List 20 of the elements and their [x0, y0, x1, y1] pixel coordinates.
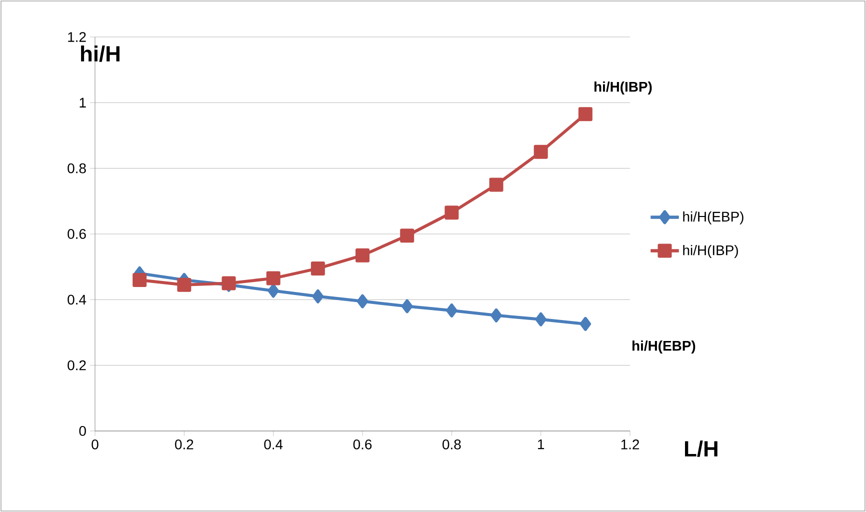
annotation: hi/H(IBP) — [594, 81, 652, 94]
legend-label: hi/H(IBP) — [683, 244, 738, 258]
y-axis-title: hi/H — [81, 45, 120, 62]
x-tick-label: 0 — [92, 439, 98, 450]
legend-label: hi/H(EBP) — [683, 211, 744, 224]
y-tick-label: 1 — [80, 98, 86, 108]
y-tick-label: 0.6 — [68, 229, 86, 239]
x-tick-label: 1 — [538, 440, 544, 450]
y-tick-label: 0.8 — [68, 163, 86, 174]
y-tick-label: 1.2 — [68, 32, 86, 42]
x-tick-label: 0.4 — [264, 439, 283, 450]
x-axis-title: L/H — [685, 440, 718, 457]
y-tick-label: 0.4 — [68, 294, 86, 305]
x-tick-label: 0.6 — [353, 439, 372, 450]
x-tick-label: 0.2 — [175, 439, 194, 450]
x-tick-label: 1.2 — [621, 439, 640, 450]
y-tick-label: 0 — [79, 426, 86, 436]
y-tick-label: 0.2 — [68, 360, 86, 370]
text: hi/H(EBP) — [632, 340, 696, 354]
x-tick-label: 0.8 — [442, 439, 461, 450]
